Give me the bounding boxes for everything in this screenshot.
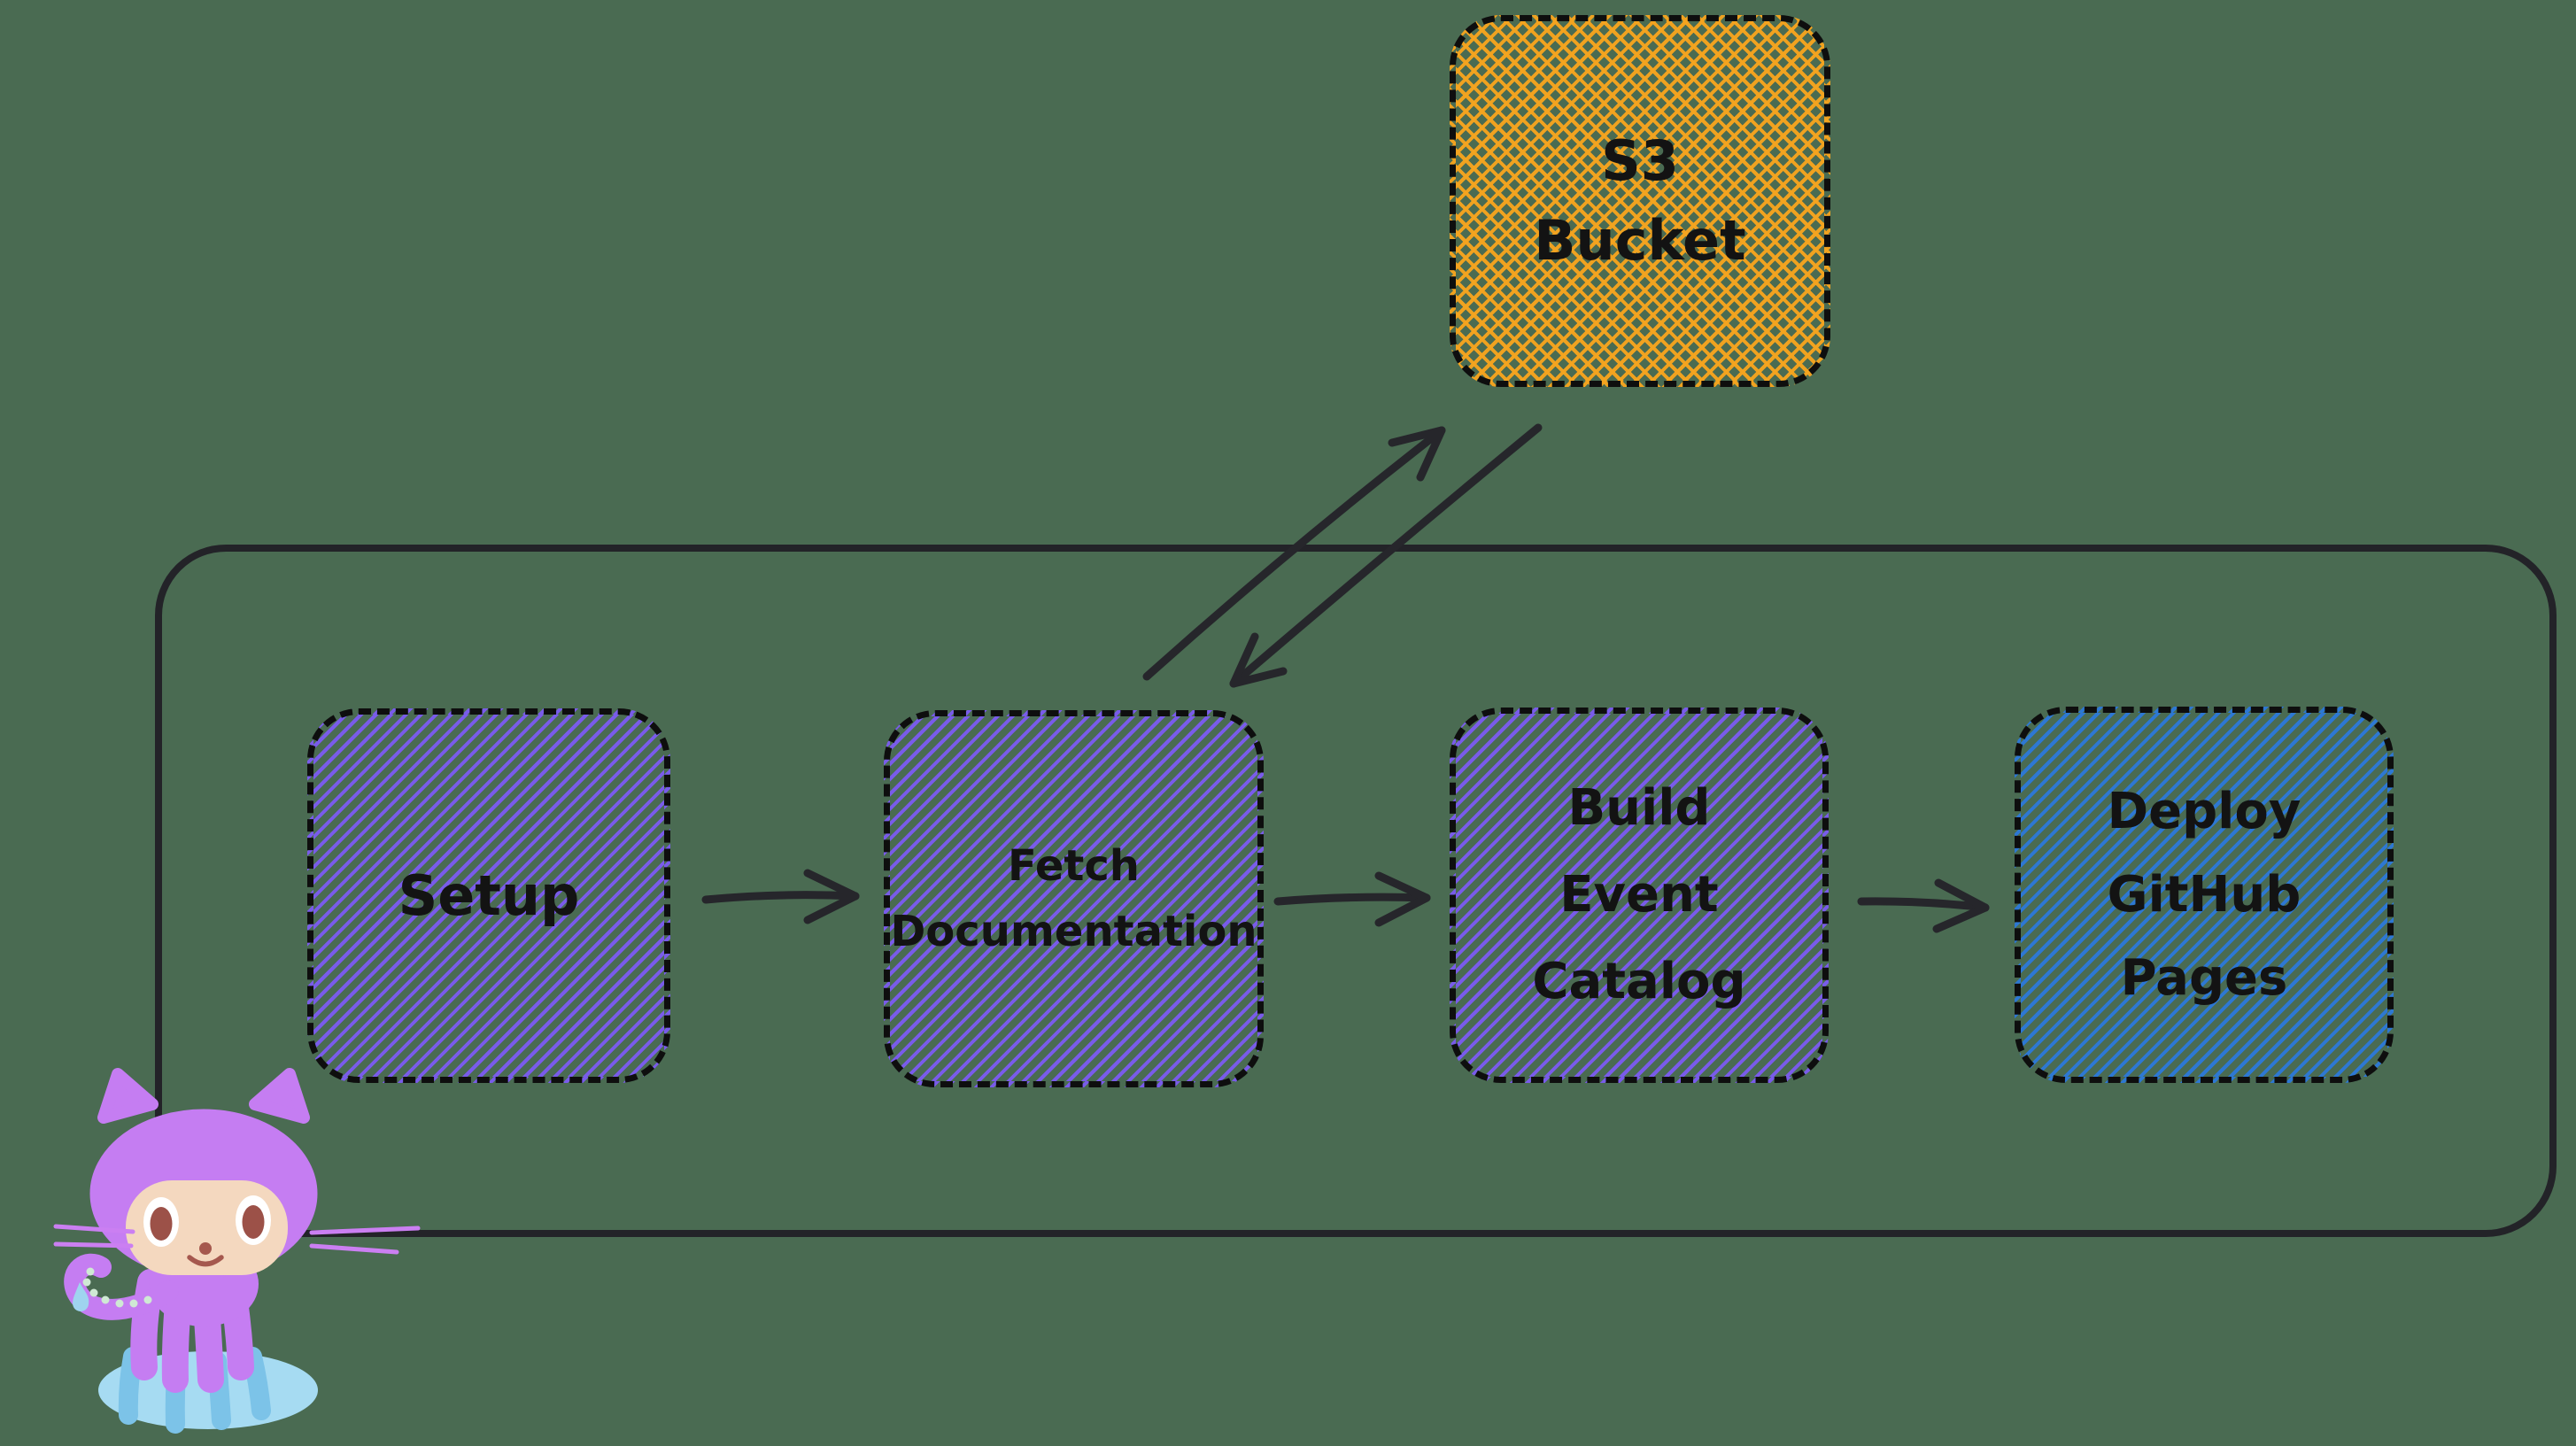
- node-fetch-documentation: Fetch Documentation: [884, 710, 1264, 1087]
- node-setup: Setup: [307, 708, 670, 1083]
- node-deploy-github-pages: Deploy GitHub Pages: [2015, 707, 2394, 1083]
- node-s3-bucket-label: S3 Bucket: [1534, 128, 1746, 273]
- node-deploy-github-pages-label: Deploy GitHub Pages: [2107, 782, 2301, 1007]
- puddle: [98, 1351, 318, 1429]
- tentacle-suckers: [82, 1267, 152, 1308]
- node-setup-label: Setup: [398, 863, 580, 928]
- puddle-reflections: [118, 1347, 271, 1434]
- node-s3-bucket: S3 Bucket: [1450, 15, 1830, 387]
- node-build-event-catalog: Build Event Catalog: [1450, 708, 1829, 1083]
- tentacle-arm: [64, 1253, 179, 1320]
- tentacle-legs: [130, 1269, 254, 1393]
- body: [149, 1241, 259, 1326]
- mouth: [187, 1255, 224, 1267]
- node-build-event-catalog-label: Build Event Catalog: [1532, 779, 1746, 1010]
- node-fetch-documentation-label: Fetch Documentation: [890, 841, 1257, 956]
- nose: [199, 1242, 212, 1255]
- teardrop: [73, 1282, 89, 1311]
